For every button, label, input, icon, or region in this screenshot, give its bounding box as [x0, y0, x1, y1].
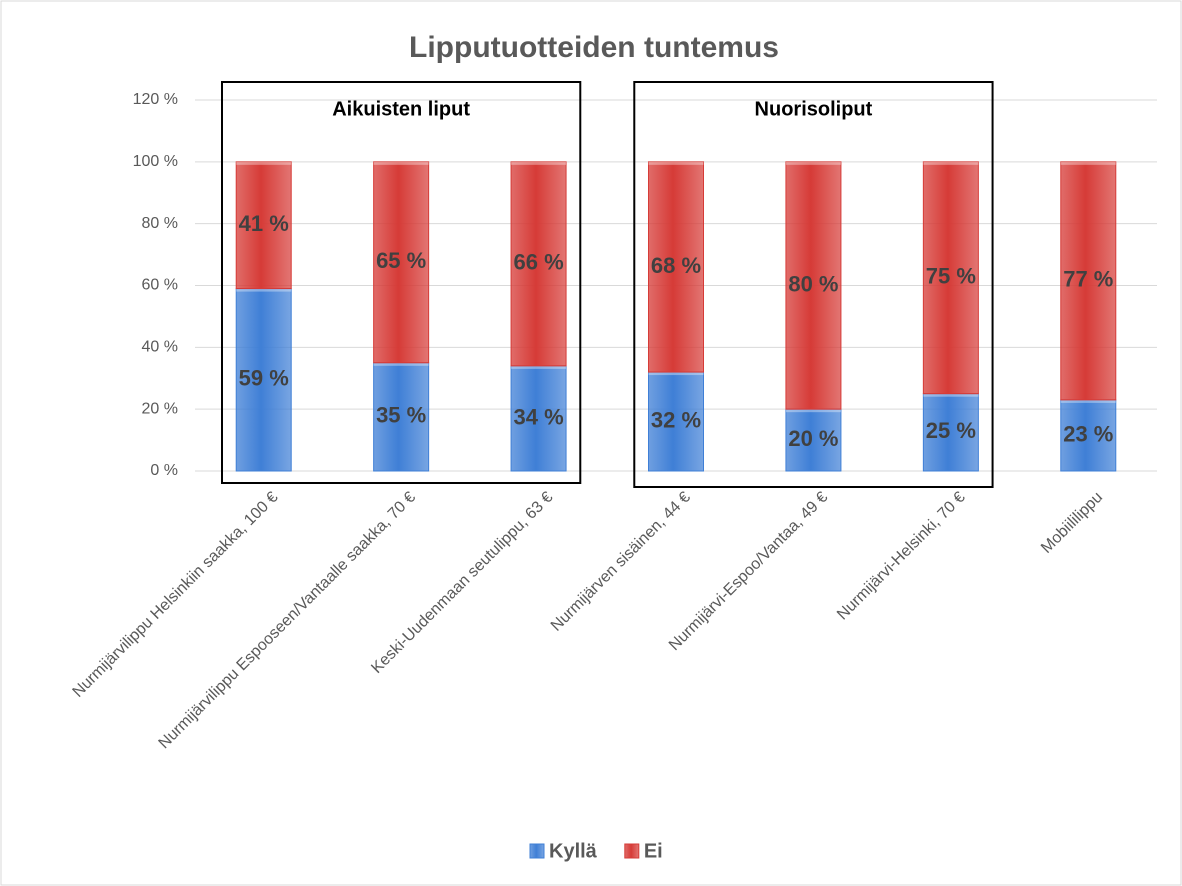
bar-segment [235, 161, 292, 290]
bar-segment [785, 161, 842, 410]
data-label: 35 % [376, 403, 426, 428]
bar-segment [648, 371, 704, 472]
group-label: Nuorisoliput [755, 98, 873, 120]
y-tick-label: 80 % [142, 215, 178, 232]
data-label: 59 % [239, 366, 289, 391]
legend-swatch [624, 843, 640, 859]
data-label: 23 % [1063, 421, 1113, 446]
y-tick-label: 100 % [133, 153, 178, 170]
bar-segment [373, 161, 430, 364]
data-label: 25 % [926, 418, 976, 443]
bar-highlight [373, 362, 429, 366]
bar-highlight [236, 288, 292, 292]
data-label: 41 % [239, 211, 289, 236]
y-tick-label: 40 % [142, 339, 178, 356]
group-box [633, 81, 994, 488]
legend-label: Ei [644, 840, 663, 862]
data-label: 77 % [1063, 267, 1113, 292]
data-label: 68 % [651, 253, 701, 278]
chart-title: Lipputuotteiden tuntemus [409, 31, 779, 64]
bar-segment [510, 365, 567, 472]
data-label: 75 % [926, 264, 976, 289]
bar-segment [648, 161, 704, 373]
y-tick-label: 20 % [142, 400, 178, 417]
bar-highlight [1060, 399, 1116, 403]
y-tick-label: 60 % [142, 277, 178, 294]
data-label: 66 % [513, 250, 563, 275]
bar-segment [373, 362, 430, 472]
bar-highlight [373, 161, 429, 165]
bar-segment [922, 161, 979, 395]
data-label: 20 % [788, 426, 838, 451]
data-label: 65 % [376, 248, 426, 273]
data-label: 34 % [513, 404, 563, 429]
data-label: 80 % [788, 271, 838, 296]
bar-highlight [1060, 161, 1116, 165]
bar-segment [510, 161, 567, 367]
bar-highlight [236, 161, 292, 165]
bar-segment [1060, 161, 1117, 401]
bar-segment [785, 408, 842, 472]
bar-highlight [923, 161, 979, 165]
legend-swatch [529, 843, 545, 859]
bar-highlight [785, 161, 841, 165]
bar-segment [1060, 399, 1117, 472]
bar-highlight [648, 161, 704, 165]
group-label: Aikuisten liput [332, 98, 470, 120]
y-tick-label: 0 % [150, 462, 178, 479]
bar-highlight [511, 365, 567, 369]
bar-highlight [511, 161, 567, 165]
bar-highlight [648, 372, 704, 376]
bar-highlight [923, 393, 979, 397]
legend-label: Kyllä [549, 840, 598, 862]
bar-segment [922, 393, 979, 472]
group-box [221, 81, 582, 484]
bar-highlight [785, 409, 841, 413]
data-label: 32 % [651, 407, 701, 432]
y-tick-label: 120 % [133, 91, 178, 108]
